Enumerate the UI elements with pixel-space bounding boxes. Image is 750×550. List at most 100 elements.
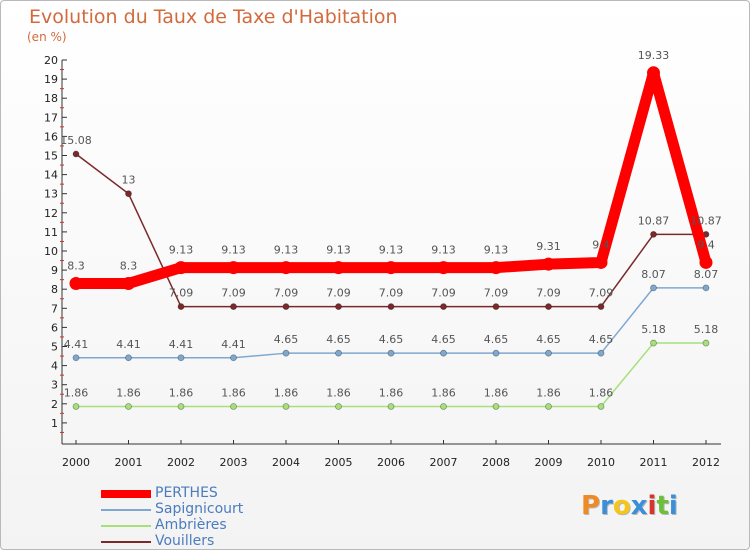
x-tick-label: 2005 [325, 456, 353, 469]
logo-letter: t [656, 491, 669, 521]
data-label-ambri-res: 1.86 [274, 386, 299, 399]
x-tick-label: 2011 [640, 456, 668, 469]
data-point-sapignicourt [597, 349, 605, 357]
data-point-ambri-res [702, 339, 710, 347]
data-point-sapignicourt [650, 284, 657, 292]
data-point-perthes [489, 261, 503, 275]
data-label-perthes: 9.13 [379, 244, 404, 257]
data-point-sapignicourt [387, 349, 395, 357]
x-tick-label: 2007 [430, 456, 458, 469]
legend-swatch [101, 509, 151, 511]
y-tick-label: 17 [44, 111, 58, 124]
data-point-ambri-res [230, 403, 237, 410]
data-point-vouillers [230, 303, 237, 310]
data-point-sapignicourt [125, 354, 132, 362]
data-label-perthes: 8.3 [120, 259, 138, 272]
data-label-vouillers: 15.08 [60, 134, 92, 147]
data-point-sapignicourt [282, 349, 290, 357]
legend-item-vouillers: Vouillers [101, 533, 321, 550]
data-label-ambri-res: 5.18 [641, 323, 666, 336]
y-tick-label: 20 [44, 54, 58, 67]
data-point-ambri-res [387, 403, 395, 410]
x-tick-label: 2003 [220, 456, 248, 469]
data-point-vouillers [492, 303, 500, 310]
x-tick-label: 2009 [535, 456, 563, 469]
data-point-ambri-res [282, 403, 290, 410]
data-point-perthes [174, 261, 188, 275]
data-label-vouillers: 13 [122, 174, 136, 187]
data-label-sapignicourt: 4.65 [536, 333, 561, 346]
data-point-sapignicourt [335, 349, 342, 357]
data-point-perthes [227, 261, 240, 275]
logo-letter: x [630, 491, 648, 521]
legend-item-ambri-res: Ambrières [101, 517, 321, 534]
data-label-perthes: 9.13 [431, 244, 456, 257]
x-tick-label: 2010 [587, 456, 615, 469]
data-point-ambri-res [335, 403, 342, 410]
data-point-sapignicourt [177, 354, 185, 362]
legend-swatch [101, 541, 151, 543]
data-label-vouillers: 7.09 [431, 287, 456, 300]
y-tick-label: 1 [51, 417, 58, 430]
y-tick-label: 19 [44, 73, 58, 86]
logo-letter: r [600, 491, 613, 521]
data-point-ambri-res [177, 403, 185, 410]
y-tick-label: 5 [51, 341, 58, 354]
data-label-vouillers: 7.09 [326, 287, 351, 300]
data-label-ambri-res: 1.86 [116, 386, 141, 399]
legend-label: Ambrières [155, 517, 227, 533]
data-point-ambri-res [650, 339, 657, 347]
y-tick-label: 15 [44, 150, 58, 163]
data-label-sapignicourt: 4.65 [431, 333, 456, 346]
data-label-sapignicourt: 4.41 [64, 338, 89, 351]
data-label-ambri-res: 1.86 [326, 386, 351, 399]
legend-label: Sapignicourt [155, 501, 244, 517]
data-label-ambri-res: 1.86 [64, 386, 89, 399]
logo-letter: o [612, 491, 631, 521]
data-label-perthes: 8.3 [67, 259, 85, 272]
data-point-perthes [699, 255, 713, 269]
data-point-vouillers [335, 303, 342, 310]
chart-subtitle: (en %) [27, 30, 67, 44]
y-tick-label: 6 [51, 321, 58, 334]
data-point-perthes [647, 66, 660, 80]
data-label-vouillers: 7.09 [169, 287, 194, 300]
data-label-ambri-res: 1.86 [484, 386, 509, 399]
data-label-ambri-res: 1.86 [536, 386, 561, 399]
data-label-ambri-res: 5.18 [694, 323, 719, 336]
data-label-perthes: 9.13 [484, 244, 509, 257]
data-point-ambri-res [72, 403, 80, 410]
data-label-sapignicourt: 4.41 [116, 338, 141, 351]
y-tick-label: 2 [51, 398, 58, 411]
y-tick-label: 3 [51, 379, 58, 392]
data-point-ambri-res [597, 403, 605, 410]
logo-letter: P [581, 491, 601, 521]
data-point-vouillers [597, 303, 605, 310]
data-point-perthes [69, 276, 83, 290]
y-tick-label: 12 [44, 207, 58, 220]
data-label-sapignicourt: 4.65 [379, 333, 404, 346]
legend-label: Vouillers [155, 533, 215, 549]
data-label-sapignicourt: 4.41 [169, 338, 194, 351]
data-point-ambri-res [545, 403, 552, 410]
x-tick-label: 2000 [62, 456, 90, 469]
proxiti-logo: Proxiti [581, 491, 678, 521]
data-label-vouillers: 10.87 [638, 214, 670, 227]
data-point-sapignicourt [230, 354, 237, 362]
data-point-perthes [279, 261, 293, 275]
series-layer [69, 66, 713, 410]
y-tick-label: 10 [44, 245, 58, 258]
y-tick-label: 13 [44, 188, 58, 201]
data-label-ambri-res: 1.86 [431, 386, 456, 399]
y-tick-label: 18 [44, 92, 58, 105]
data-point-vouillers [72, 150, 80, 158]
data-label-sapignicourt: 8.07 [694, 268, 719, 281]
legend-item-perthes: PERTHES [101, 485, 321, 502]
data-label-sapignicourt: 4.65 [274, 333, 299, 346]
legend: PERTHES Sapignicourt Ambrières Vouillers [101, 485, 321, 550]
data-label-ambri-res: 1.86 [589, 386, 614, 399]
legend-swatch [101, 525, 151, 527]
x-tick-label: 2008 [482, 456, 510, 469]
